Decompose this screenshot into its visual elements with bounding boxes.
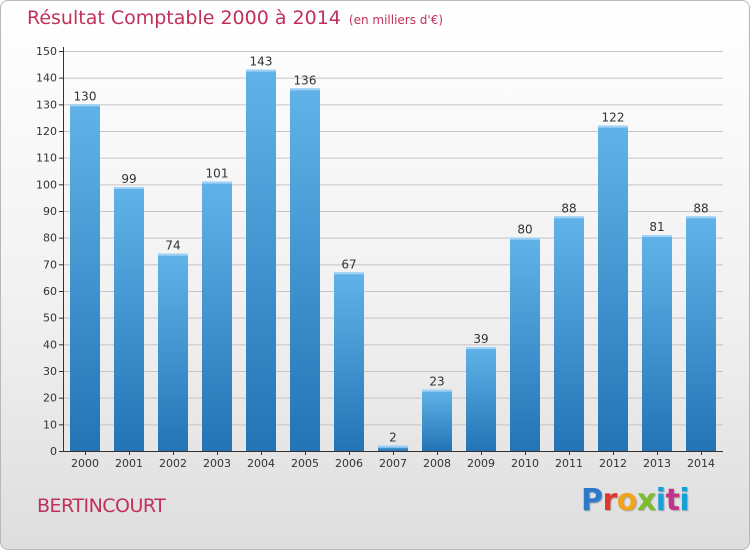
proxiti-logo: Proxiti	[581, 483, 690, 518]
x-tick-label-2001: 2001	[115, 457, 143, 470]
x-tick-label-2010: 2010	[511, 457, 539, 470]
y-tick-label: 130	[36, 98, 57, 111]
bar-2006	[334, 272, 364, 451]
bar-2002	[158, 253, 188, 451]
bar-highlight	[422, 389, 452, 392]
data-label-2010: 80	[517, 223, 532, 237]
data-label-2009: 39	[473, 332, 488, 346]
bar-highlight	[290, 88, 320, 91]
bar-2013	[642, 235, 672, 451]
bar-highlight	[642, 235, 672, 237]
data-label-2014: 88	[693, 201, 708, 215]
data-label-2011: 88	[561, 201, 576, 215]
y-tick-label: 20	[43, 392, 57, 405]
bar-highlight	[202, 181, 232, 184]
bars	[70, 69, 716, 452]
labels: 0 10 20 30 40 50 60 70 80 90 100 110 120 130 140 150 130…	[36, 45, 715, 470]
y-tick-label: 80	[43, 232, 57, 245]
chart-title: Résultat Comptable 2000 à 2014 (en millie…	[27, 7, 443, 29]
axes	[59, 47, 723, 455]
y-tick-label: 110	[36, 152, 57, 165]
data-label-2006: 67	[341, 257, 356, 271]
bar-highlight	[510, 237, 540, 240]
data-label-2012: 122	[602, 111, 625, 125]
data-label-2002: 74	[165, 239, 180, 253]
y-tick-label: 150	[36, 45, 57, 58]
data-label-2001: 99	[121, 172, 136, 186]
chart-unit: (en milliers d'€)	[348, 13, 444, 27]
bar-2000	[70, 104, 100, 451]
x-tick-label-2013: 2013	[643, 457, 671, 470]
bar-highlight	[114, 187, 144, 189]
commune-name: BERTINCOURT	[37, 495, 166, 517]
bar-highlight	[554, 216, 584, 219]
bar-highlight	[70, 104, 100, 107]
y-tick-label: 40	[43, 338, 57, 351]
data-label-2004: 143	[250, 55, 273, 69]
y-tick-label: 90	[43, 205, 57, 218]
bar-highlight	[378, 445, 408, 448]
bar-2012	[598, 125, 628, 452]
y-tick-label: 0	[50, 445, 57, 458]
y-tick-label: 70	[43, 258, 57, 271]
data-label-2003: 101	[206, 167, 229, 181]
bar-highlight	[334, 272, 364, 275]
x-tick-label-2005: 2005	[291, 457, 319, 470]
data-label-2000: 130	[74, 89, 97, 103]
bar-highlight	[466, 347, 496, 349]
y-tick-label: 120	[36, 125, 57, 138]
bar-2009	[466, 347, 496, 451]
bar-highlight	[686, 216, 716, 219]
data-label-2007: 2	[389, 431, 397, 445]
y-tick-label: 60	[43, 285, 57, 298]
y-tick-label: 30	[43, 365, 57, 378]
data-label-2005: 136	[294, 73, 317, 87]
x-tick-label-2007: 2007	[379, 457, 407, 470]
x-tick-label-2009: 2009	[467, 457, 495, 470]
x-tick-label-2003: 2003	[203, 457, 231, 470]
y-tick-label: 140	[36, 72, 57, 85]
bar-2007	[378, 445, 408, 451]
data-label-2013: 81	[649, 220, 664, 234]
bar-highlight	[598, 125, 628, 128]
bar-highlight	[246, 69, 276, 72]
data-label-2008: 23	[429, 375, 444, 389]
chart-title-text: Résultat Comptable 2000 à 2014	[27, 7, 341, 29]
bar-highlight	[158, 253, 188, 256]
bar-2003	[202, 181, 232, 451]
y-tick-label: 100	[36, 178, 57, 191]
bar-2004	[246, 69, 276, 452]
x-tick-label-2000: 2000	[71, 457, 99, 470]
bar-2010	[510, 237, 540, 451]
bar-2011	[554, 216, 584, 451]
x-tick-label-2002: 2002	[159, 457, 187, 470]
x-tick-label-2014: 2014	[687, 457, 715, 470]
x-tick-label-2006: 2006	[335, 457, 363, 470]
y-tick-label: 10	[43, 418, 57, 431]
x-tick-label-2011: 2011	[555, 457, 583, 470]
x-tick-label-2008: 2008	[423, 457, 451, 470]
x-tick-label-2004: 2004	[247, 457, 275, 470]
bar-2014	[686, 216, 716, 451]
bar-2001	[114, 187, 144, 451]
x-tick-label-2012: 2012	[599, 457, 627, 470]
bar-2005	[290, 88, 320, 451]
y-tick-label: 50	[43, 312, 57, 325]
bar-2008	[422, 389, 452, 451]
